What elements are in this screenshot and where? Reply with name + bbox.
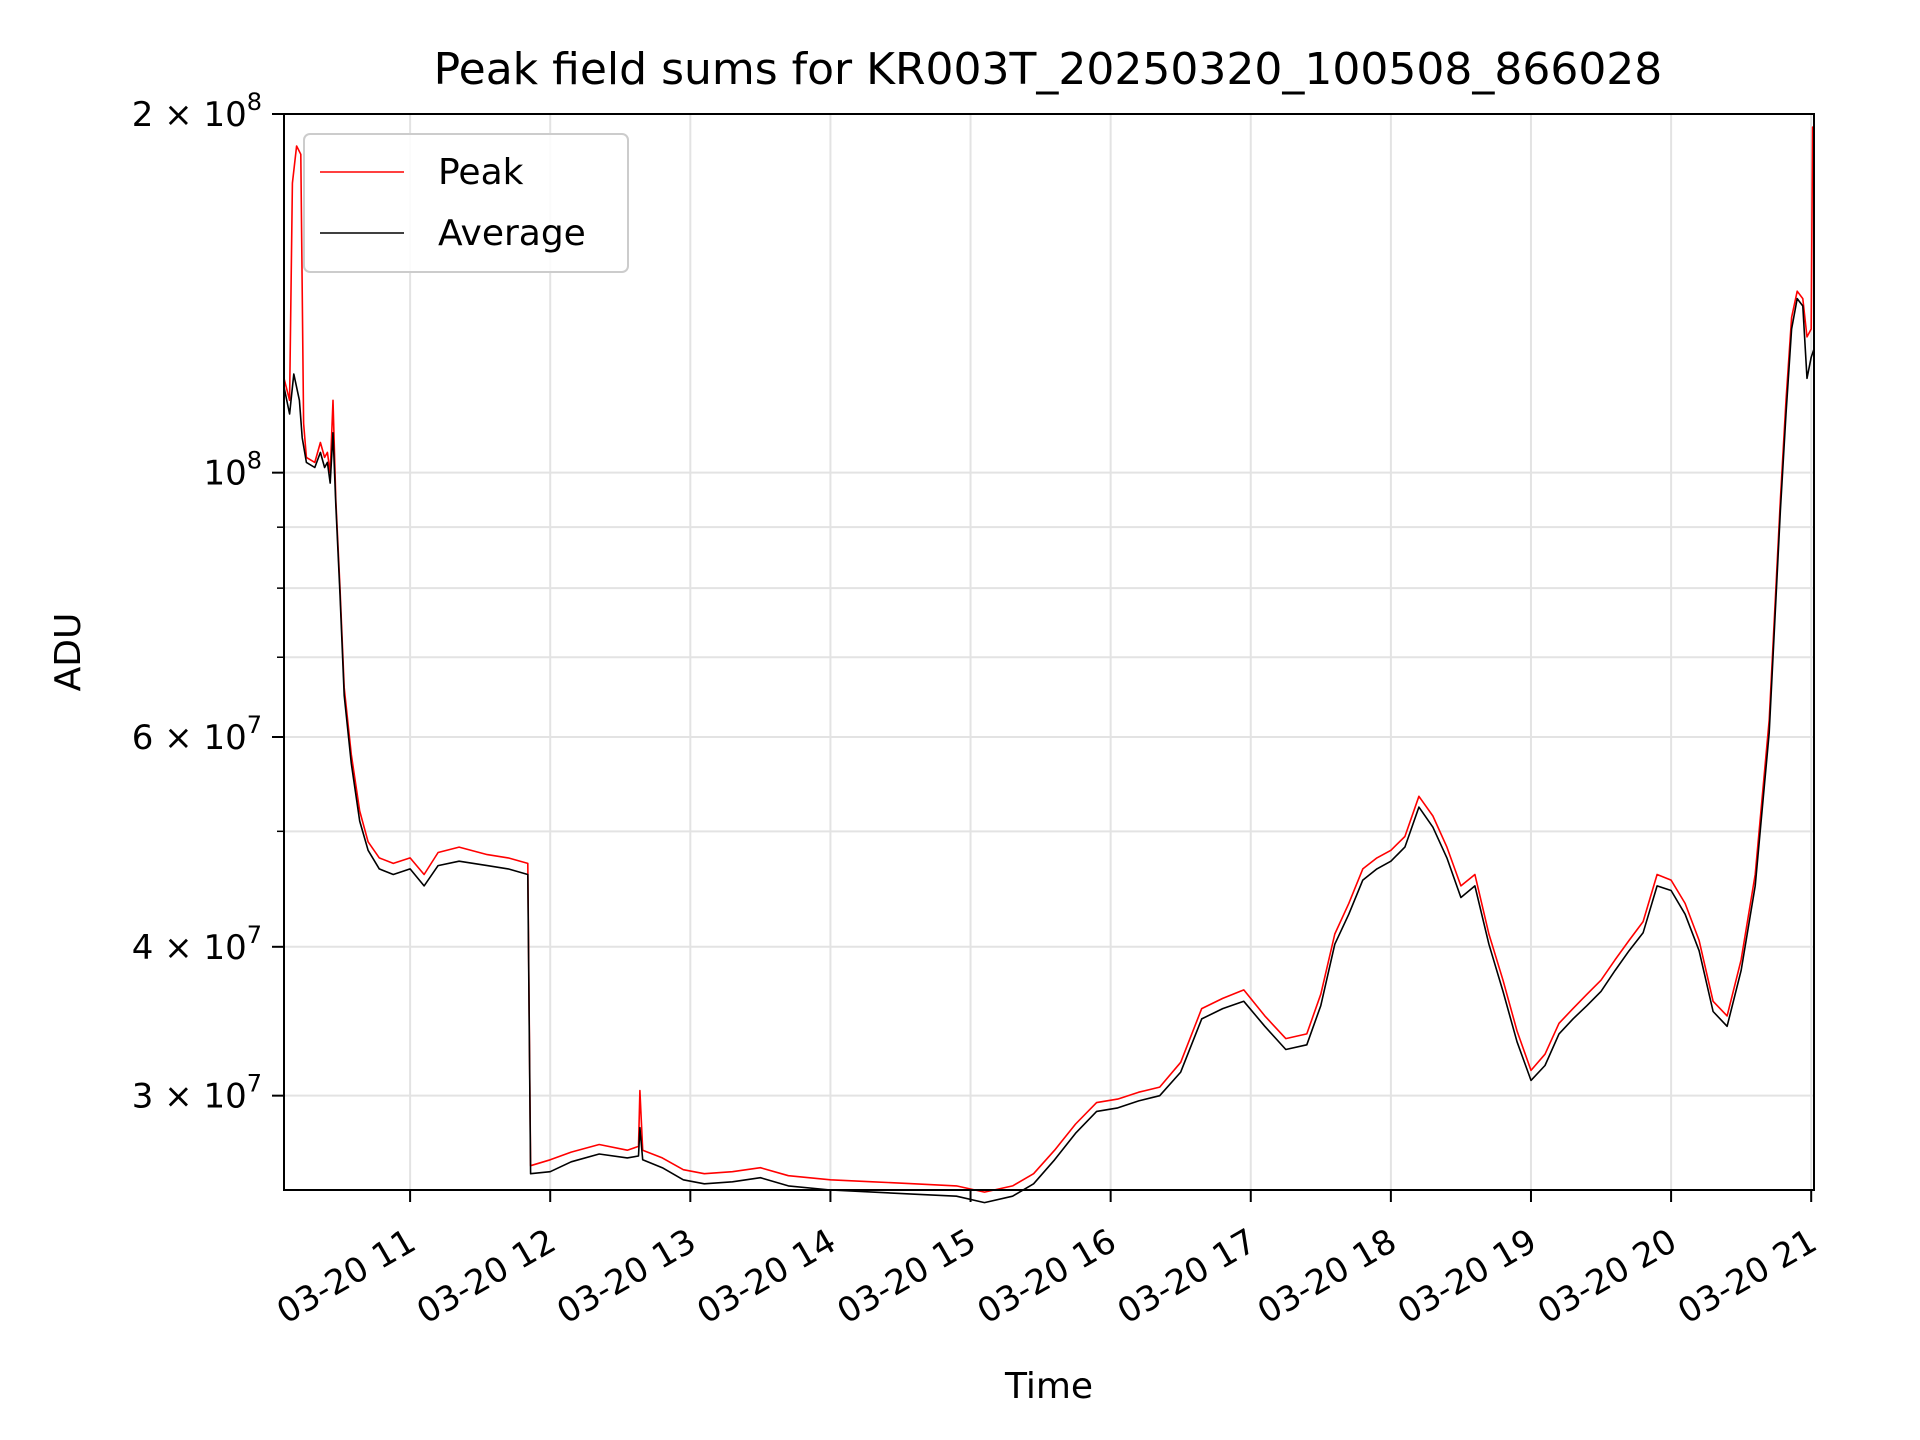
y-tick-exponent: 8 xyxy=(247,88,262,116)
legend-average-label: Average xyxy=(438,213,586,254)
series-line-average xyxy=(283,297,1815,1204)
y-tick-base: 2 × 10 xyxy=(132,95,247,135)
series-layer xyxy=(283,126,1815,1204)
chart-title: Peak field sums for KR003T_20250320_1005… xyxy=(434,44,1663,95)
y-tick-base: 4 × 10 xyxy=(132,928,247,968)
series-line-peak xyxy=(283,126,1815,1193)
y-tick-label: 2 × 108 xyxy=(132,88,262,135)
y-tick-exponent: 7 xyxy=(247,1070,262,1098)
y-tick-exponent: 8 xyxy=(247,447,262,475)
y-tick-label: 4 × 107 xyxy=(132,921,262,968)
y-axis-label: ADU xyxy=(48,613,89,692)
y-tick-label: 6 × 107 xyxy=(132,711,262,758)
x-axis-label: Time xyxy=(1004,1366,1093,1407)
y-tick-base: 10 xyxy=(203,454,246,494)
legend-frame xyxy=(303,133,629,273)
y-tick-label: 108 xyxy=(203,447,262,494)
legend: Peak Average xyxy=(303,133,629,273)
legend-peak-label: Peak xyxy=(438,152,524,193)
y-tick-label: 3 × 107 xyxy=(132,1070,262,1117)
y-tick-base: 3 × 10 xyxy=(132,1077,247,1117)
y-tick-exponent: 7 xyxy=(247,711,262,739)
y-tick-exponent: 7 xyxy=(247,921,262,949)
plot-frame xyxy=(283,113,1815,1191)
grid xyxy=(284,114,1814,1190)
y-tick-base: 6 × 10 xyxy=(132,718,247,758)
